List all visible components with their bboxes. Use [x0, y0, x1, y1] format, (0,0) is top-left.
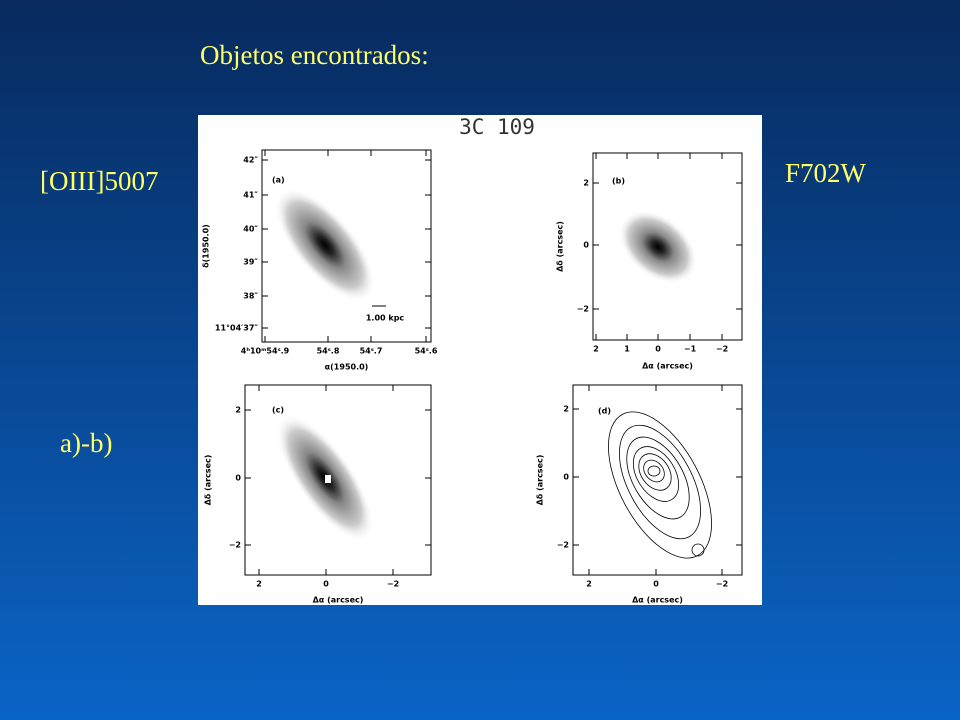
panel-frame: [261, 149, 432, 343]
galaxy-image: [274, 188, 376, 302]
x-tick-label: −2: [387, 580, 399, 589]
x-tick-label: −1: [684, 345, 697, 354]
bottom-label: a)-b): [60, 428, 112, 458]
y-tick-label: 2: [235, 406, 241, 415]
y-tick-label: −2: [557, 541, 569, 550]
x-tick-label: 0: [655, 345, 661, 354]
y-axis-label: Δδ (arcsec): [204, 455, 213, 506]
panel-label: (c): [272, 406, 284, 415]
left-label: [OIII]5007: [40, 166, 158, 196]
x-tick-label: 2: [593, 345, 599, 354]
contours: [608, 411, 712, 559]
y-tick-label: 0: [563, 473, 569, 482]
y-tick-label: 40″: [243, 225, 258, 234]
x-tick-label: 0: [653, 580, 659, 589]
y-tick-label: −2: [577, 305, 589, 314]
y-tick-label: 41″: [243, 191, 258, 200]
scale-bar-label: 1.00 kpc: [366, 314, 405, 323]
x-axis-label: Δα (arcsec): [313, 596, 364, 605]
y-axis-label: Δδ (arcsec): [556, 221, 565, 272]
x-axis-label: α(1950.0): [325, 363, 369, 372]
panel-frame: [244, 384, 432, 576]
panel-frame: [592, 152, 743, 341]
x-tick-label: 0: [323, 580, 329, 589]
panel-label: (d): [598, 407, 611, 416]
y-tick-label: 2: [563, 405, 569, 414]
x-tick-label: 54ˢ.8: [317, 347, 340, 356]
y-tick-label: 39″: [243, 258, 258, 267]
x-tick-label: −2: [716, 345, 728, 354]
figure-title: 3C 109: [459, 115, 535, 139]
right-label: F702W: [785, 158, 867, 188]
x-tick-label: 4ʰ10ᵐ54ˢ.9: [241, 347, 290, 356]
y-tick-label: −2: [229, 541, 241, 550]
x-tick-label: 2: [586, 580, 592, 589]
y-tick-label: 11°04′37″: [215, 324, 259, 333]
x-tick-label: 54ˢ.6: [415, 347, 438, 356]
masked-core: [325, 475, 331, 483]
galaxy-image: [618, 210, 698, 284]
y-tick-label: 0: [583, 241, 589, 250]
y-tick-label: 38″: [243, 292, 258, 301]
x-tick-label: 1: [624, 345, 630, 354]
x-tick-label: 2: [256, 580, 262, 589]
y-tick-label: 0: [235, 474, 241, 483]
figure-background: [198, 115, 762, 605]
y-tick-label: 42″: [243, 156, 258, 165]
panel-frame: [572, 384, 743, 576]
x-tick-label: −2: [716, 580, 728, 589]
panel-label: (a): [272, 176, 285, 185]
x-tick-label: 54ˢ.7: [360, 347, 383, 356]
y-axis-label: δ(1950.0): [202, 224, 211, 268]
y-tick-label: 2: [583, 179, 589, 188]
panel-label: (b): [612, 177, 625, 186]
x-axis-label: Δα (arcsec): [632, 596, 683, 605]
y-axis-label: Δδ (arcsec): [536, 455, 545, 506]
slide-title: Objetos encontrados:: [200, 40, 429, 70]
x-axis-label: Δα (arcsec): [642, 362, 693, 371]
